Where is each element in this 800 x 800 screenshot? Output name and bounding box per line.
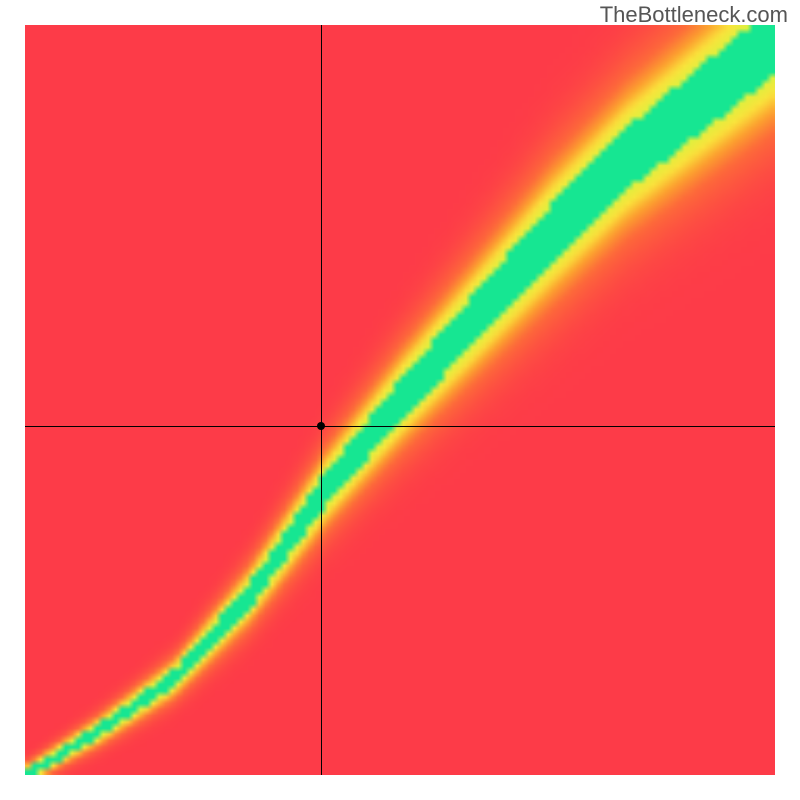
crosshair-marker (317, 422, 325, 430)
crosshair-horizontal (25, 426, 775, 427)
bottleneck-heatmap (25, 25, 775, 775)
crosshair-vertical (321, 25, 322, 775)
watermark-text: TheBottleneck.com (600, 2, 788, 28)
chart-container: { "watermark": { "text": "TheBottleneck.… (0, 0, 800, 800)
